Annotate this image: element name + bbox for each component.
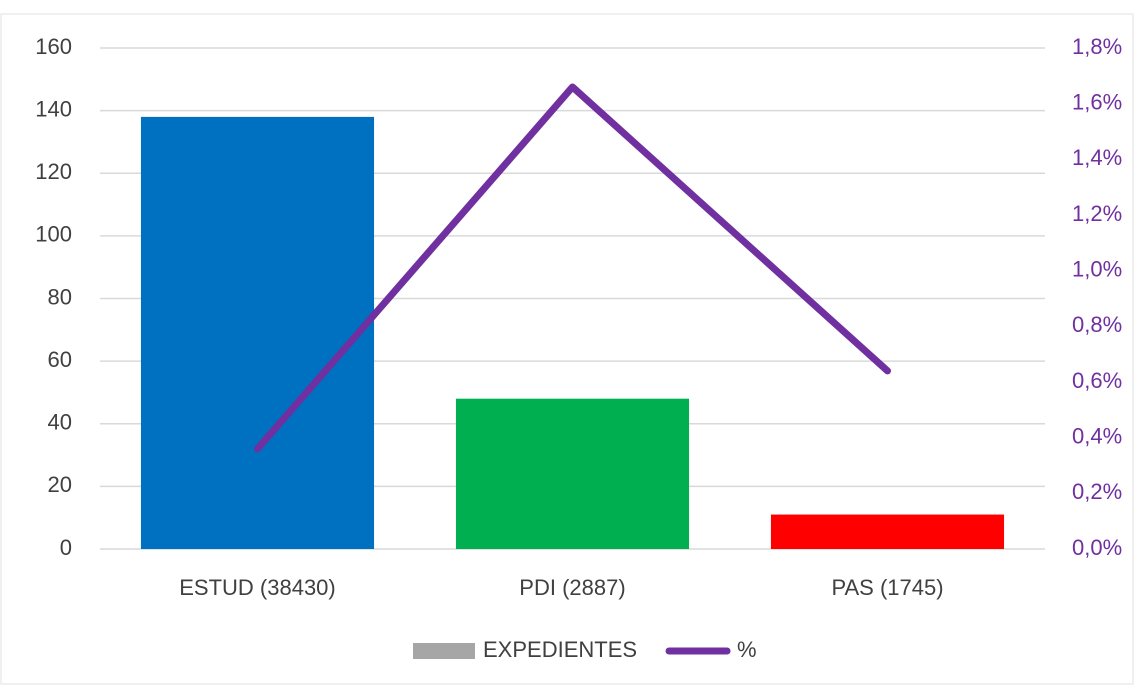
y-tick-label: 100	[35, 222, 72, 247]
bar	[140, 116, 375, 549]
bar	[770, 514, 1005, 549]
x-tick-label: PAS (1745)	[831, 575, 943, 600]
y2-tick-label: 1,4%	[1072, 145, 1122, 170]
y-tick-label: 0	[60, 535, 72, 560]
y-tick-label: 160	[35, 34, 72, 59]
y-tick-label: 80	[48, 284, 72, 309]
y2-tick-label: 0,4%	[1072, 423, 1122, 448]
line	[254, 83, 891, 453]
y-tick-label: 140	[35, 96, 72, 121]
y2-tick-label: 1,0%	[1072, 256, 1122, 281]
y2-tick-label: 1,6%	[1072, 89, 1122, 114]
legend-swatch	[413, 643, 475, 659]
y-tick-label: 60	[48, 347, 72, 372]
y2-tick-label: 1,8%	[1072, 34, 1122, 59]
y-tick-label: 120	[35, 159, 72, 184]
y2-tick-label: 0,6%	[1072, 368, 1122, 393]
legend-label: EXPEDIENTES	[483, 637, 637, 662]
x-tick-label: ESTUD (38430)	[179, 575, 336, 600]
y2-tick-label: 1,2%	[1072, 201, 1122, 226]
y2-tick-label: 0,0%	[1072, 535, 1122, 560]
y-tick-label: 40	[48, 410, 72, 435]
y2-tick-label: 0,8%	[1072, 312, 1122, 337]
y-tick-label: 20	[48, 472, 72, 497]
legend-label: %	[737, 637, 757, 662]
x-tick-label: PDI (2887)	[519, 575, 625, 600]
y2-tick-label: 0,2%	[1072, 479, 1122, 504]
bar	[455, 398, 690, 549]
